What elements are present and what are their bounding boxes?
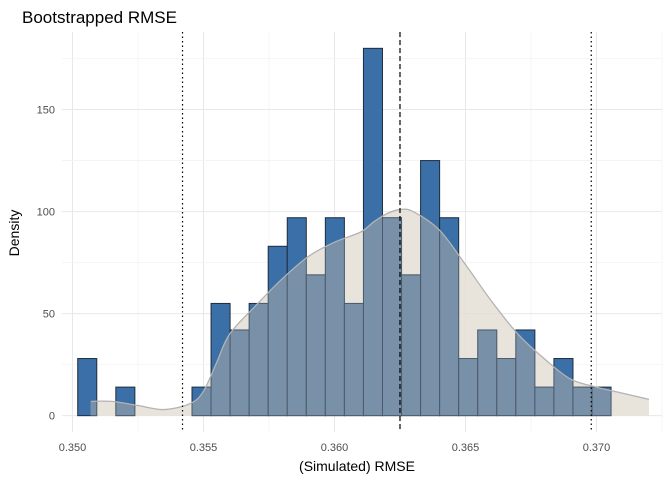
- overlap-bar: [591, 386, 612, 416]
- y-tick-label: 100: [37, 207, 55, 219]
- overlap-bar: [381, 217, 403, 416]
- density-curve: [90, 208, 650, 411]
- overlap-bar: [343, 302, 364, 416]
- overlap-bars: [90, 209, 612, 416]
- reference-lines: [181, 32, 592, 432]
- overlap-bar: [305, 274, 326, 416]
- overlap-bar: [477, 329, 498, 416]
- y-axis-title: Density: [6, 210, 22, 257]
- overlap-bar: [496, 358, 517, 416]
- overlap-bar: [401, 274, 422, 416]
- chart-title: Bootstrapped RMSE: [22, 8, 177, 27]
- overlap-bar: [572, 386, 593, 416]
- y-tick-label: 0: [49, 411, 55, 423]
- overlap-bar: [229, 329, 250, 416]
- overlap-bar: [248, 302, 269, 416]
- x-tick-label: 0.360: [321, 442, 349, 454]
- x-axis-ticks: 0.350 0.355 0.360 0.365 0.370: [59, 442, 611, 454]
- x-axis-title: (Simulated) RMSE: [299, 458, 415, 474]
- y-tick-label: 50: [43, 309, 55, 321]
- x-tick-label: 0.365: [452, 442, 480, 454]
- x-tick-label: 0.355: [190, 442, 218, 454]
- overlap-bar: [324, 217, 345, 416]
- y-axis-ticks: 0 50 100 150: [37, 105, 55, 423]
- overlap-bar: [458, 358, 479, 416]
- x-tick-label: 0.370: [583, 442, 611, 454]
- y-tick-label: 150: [37, 105, 55, 117]
- overlap-bar: [534, 386, 555, 416]
- x-tick-label: 0.350: [59, 442, 87, 454]
